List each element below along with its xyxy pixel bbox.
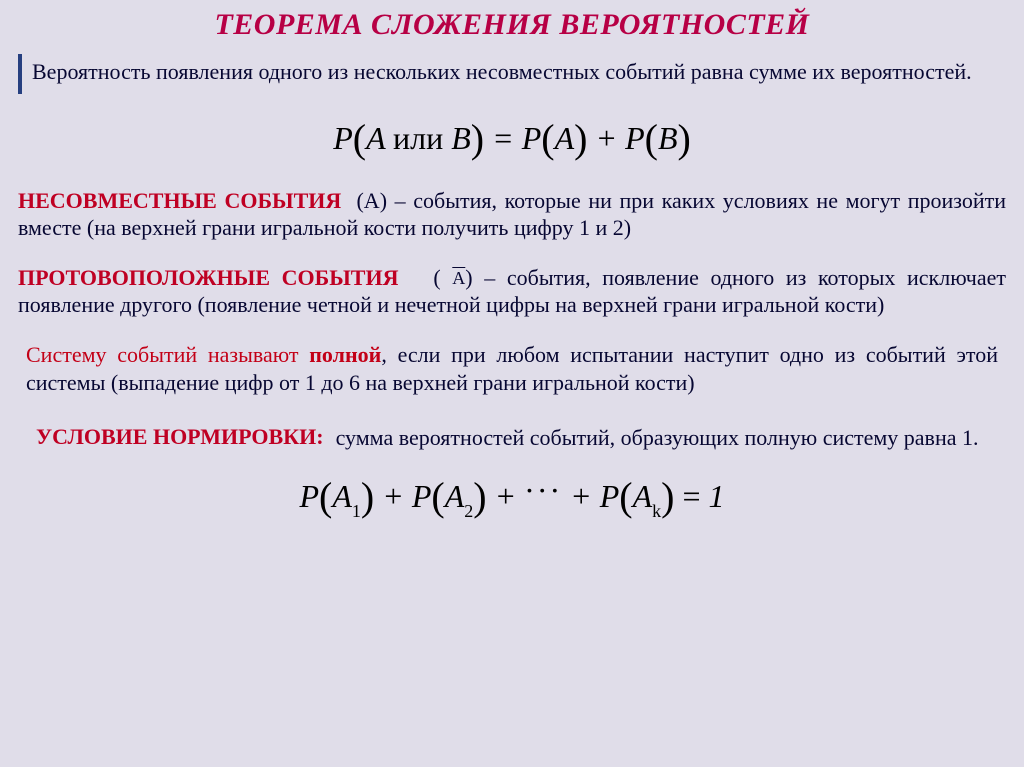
definition-full-system: Систему событий называют полной, если пр… (26, 341, 998, 398)
page-title: ТЕОРЕМА СЛОЖЕНИЯ ВЕРОЯТНОСТЕЙ (18, 0, 1006, 54)
formula-addition: P(A или B) = P(A) + P(B) (18, 112, 1006, 159)
marker-incompatible: (А) (356, 188, 387, 213)
marker-opposite: ( A) (433, 265, 472, 290)
system-lead-strong: полной (309, 342, 381, 367)
term-incompatible: НЕСОВМЕСТНЫЕ СОБЫТИЯ (18, 188, 341, 213)
normalization-label: УСЛОВИЕ НОРМИРОВКИ: (36, 424, 336, 450)
normalization-row: УСЛОВИЕ НОРМИРОВКИ: сумма вероятностей с… (36, 424, 996, 453)
system-lead: Систему событий называют (26, 342, 309, 367)
theorem-statement: Вероятность появления одного из нескольк… (18, 54, 1006, 94)
normalization-text: сумма вероятностей событий, образующих п… (336, 424, 996, 453)
term-opposite: ПРОТОВОПОЛОЖНЫЕ СОБЫТИЯ (18, 265, 398, 290)
formula-normalization: P(A1) + P(A2) + ··· + P(Ak) = 1 (18, 470, 1006, 519)
definition-opposite: ПРОТОВОПОЛОЖНЫЕ СОБЫТИЯ ( A) – события, … (18, 264, 1006, 319)
definition-incompatible: НЕСОВМЕСТНЫЕ СОБЫТИЯ (А) – события, кото… (18, 187, 1006, 242)
slide: ТЕОРЕМА СЛОЖЕНИЯ ВЕРОЯТНОСТЕЙ Вероятност… (0, 0, 1024, 538)
